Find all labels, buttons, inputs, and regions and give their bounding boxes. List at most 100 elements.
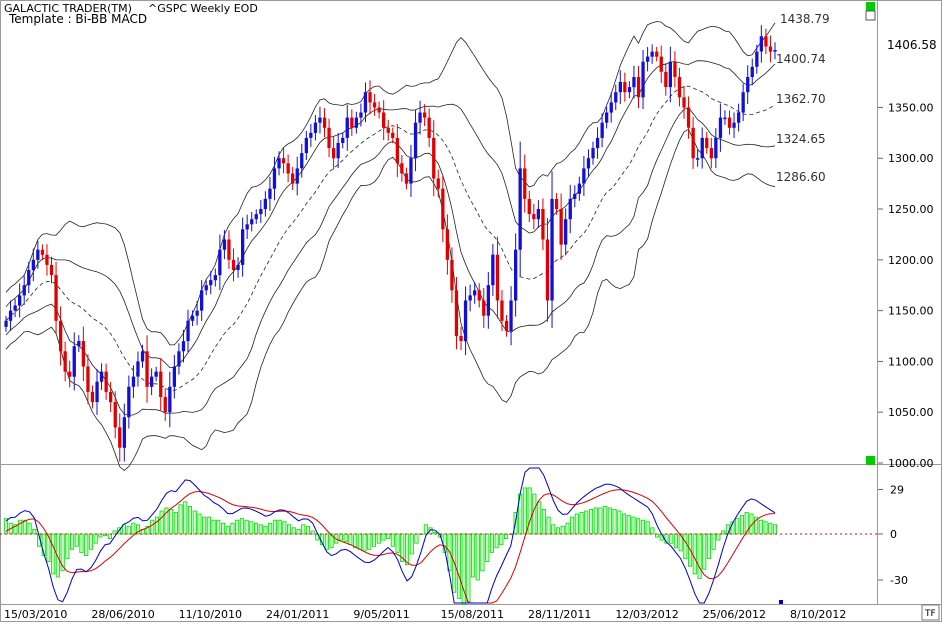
candle-body [127,386,131,418]
macd-histogram-bar [692,533,697,575]
band-label-middle: 1362.70 [776,92,826,106]
candle-body [554,198,559,210]
candle-body [99,371,104,382]
macd-histogram-bar [178,504,183,535]
macd-histogram-bar [74,533,79,547]
candle-body [518,168,522,250]
candle [90,385,95,409]
macd-histogram-bar [466,533,471,602]
macd-histogram-bar [485,533,490,563]
candle-body [95,381,99,402]
candle [450,247,454,303]
candle [582,156,586,196]
candle-body [295,168,299,184]
macd-histogram-bar [272,519,277,535]
candle [691,117,695,169]
macd-histogram-bar [706,533,711,559]
candle-body [45,254,49,265]
candle-body [4,320,8,327]
candle-body [659,56,663,72]
candle-body [27,270,31,286]
macd-histogram-bar [357,533,362,550]
candle [523,154,527,213]
macd-histogram-bar [555,527,560,535]
macd-histogram-bar [475,533,480,581]
time-tick-label: 11/10/2010 [179,608,242,621]
macd-histogram-bar [702,533,707,570]
candle-body [591,148,595,159]
tf-button[interactable] [921,604,940,621]
macd-histogram [3,487,777,605]
candle [395,124,399,178]
candle-body [272,168,277,189]
candle [113,391,117,439]
candle-body [418,112,422,123]
candle [204,280,208,296]
candle [341,132,345,149]
macd-histogram-bar [362,533,367,552]
candle-body [700,137,704,159]
candle-body [118,427,122,448]
macd-histogram-bar [711,533,716,550]
macd-signal-line [5,489,776,604]
candle [714,128,718,168]
macd-histogram-bar [598,507,603,535]
candle [432,120,436,197]
candle [40,244,45,261]
candle-body [209,280,213,286]
price-tick-label: 1200.00 [888,254,934,267]
candle-body [359,112,363,118]
macd-histogram-bar [565,522,570,535]
macd-lines [5,467,776,604]
candle [195,301,199,326]
candle [646,47,650,72]
lower-outer-band [5,128,776,472]
candle [4,315,8,332]
candle-body [68,371,72,377]
tf-label[interactable]: TF [924,609,936,619]
candle [400,155,404,182]
candle-body [386,127,390,133]
macd-tick-label: -30 [890,574,908,587]
macd-histogram-bar [197,513,202,535]
candle-body [259,209,263,215]
candle [181,329,186,363]
candle-body [441,188,445,230]
candle [236,257,240,278]
candle-body [263,198,267,210]
candle-body [586,158,591,169]
candle-body [541,209,545,240]
scroll-top-marker[interactable] [866,2,875,11]
time-tick-label: 28/11/2011 [528,608,591,621]
candle-body [427,117,431,138]
symbol-label: ^GSPC Weekly EOD [148,2,258,15]
candle [554,193,559,215]
macd-histogram-bar [65,533,70,559]
candle [336,133,340,169]
scroll-bottom-marker[interactable] [866,456,875,465]
candle-body [54,275,58,321]
candle-body [72,346,76,377]
upper-inner-band [5,60,776,368]
macd-histogram-bar [3,518,9,535]
candle [477,283,481,308]
macd-histogram-bar [296,529,301,535]
macd-histogram-bar [70,533,75,550]
candle-body [723,117,727,120]
candle-body [755,51,759,67]
candle [545,218,550,322]
candle-body [136,361,140,377]
time-tick-label: 25/06/2012 [703,608,766,621]
macd-histogram-bar [55,533,60,578]
candle [18,283,22,318]
candle-body [664,71,668,88]
candle-body [514,249,518,301]
candle [418,100,422,135]
candle-body [477,290,481,301]
zoom-button[interactable] [865,10,876,21]
candle [277,151,281,176]
candle [263,191,267,217]
band-label-upper-inner: 1400.74 [776,52,826,66]
candle-body [168,386,172,413]
macd-histogram-bar [636,518,641,535]
